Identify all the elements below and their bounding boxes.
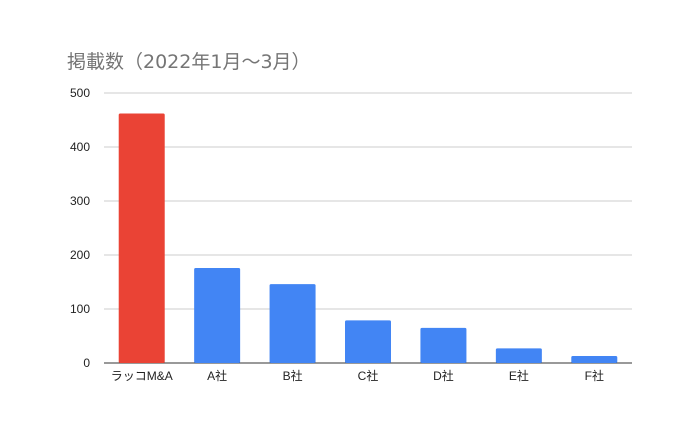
x-tick-label: D社 bbox=[433, 368, 454, 383]
bar bbox=[495, 348, 542, 363]
y-tick-label: 500 bbox=[70, 86, 90, 100]
chart-title: 掲載数（2022年1月～3月） bbox=[67, 51, 311, 73]
bar bbox=[194, 267, 241, 363]
bar bbox=[269, 284, 316, 363]
x-tick-label: C社 bbox=[358, 368, 379, 383]
bar bbox=[420, 327, 467, 363]
bar bbox=[571, 355, 618, 363]
bar bbox=[118, 113, 165, 364]
y-tick-label: 0 bbox=[83, 356, 90, 370]
y-tick-label: 400 bbox=[70, 140, 90, 154]
x-tick-label: E社 bbox=[509, 368, 529, 383]
y-tick-label: 200 bbox=[70, 248, 90, 262]
y-tick-label: 100 bbox=[70, 302, 90, 316]
x-tick-label: B社 bbox=[283, 368, 303, 383]
x-tick-label: A社 bbox=[207, 368, 227, 383]
x-tick-label: ラッコM&A bbox=[111, 369, 173, 383]
bar bbox=[345, 320, 391, 363]
y-tick-label: 300 bbox=[70, 194, 90, 208]
x-tick-label: F社 bbox=[585, 368, 604, 383]
